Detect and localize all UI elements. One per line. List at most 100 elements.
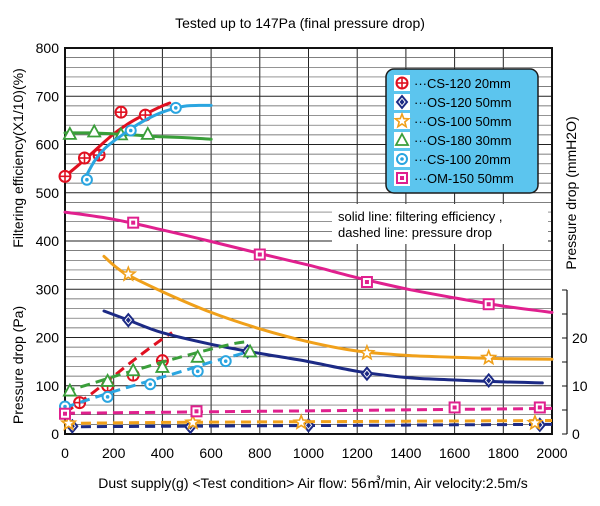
legend-label: ···CS-120 20mm (414, 76, 511, 91)
marker-dot (85, 177, 89, 182)
marker-triangle (62, 126, 78, 140)
series-os-180-30mm (62, 123, 258, 397)
efficiency-point-os-180-30mm (140, 126, 156, 140)
right-axis (562, 289, 568, 435)
pressure-point-os-180-30mm (242, 343, 258, 358)
pressure-point-cs-100-20mm (191, 365, 204, 378)
pressure-point-os-180-30mm (100, 373, 116, 387)
marker-square-inner (63, 411, 67, 416)
marker-diamond-inner (399, 99, 405, 105)
efficiency-point-om-150-50mm (127, 216, 140, 229)
legend-item-os-120-50mm: ···OS-120 50mm (394, 94, 512, 110)
pressure-line-cs-100-20mm (64, 350, 248, 409)
marker-star (358, 343, 376, 361)
legend-item-cs-100-20mm: ···CS-100 20mm (394, 151, 511, 167)
marker-dot (63, 404, 67, 409)
pressure-point-os-100-50mm (59, 414, 78, 431)
pressure-point-os-180-30mm (154, 359, 170, 373)
y-tick-label: 500 (36, 185, 60, 201)
marker-square-inner (131, 220, 136, 225)
legend-marker-os-180-30mm (394, 132, 410, 146)
marker-dot (148, 382, 153, 387)
pressure-point-cs-120-20mm (73, 396, 87, 410)
legend-box (385, 68, 539, 194)
legend-label: ···OS-100 50mm (414, 114, 512, 129)
pressure-point-om-150-50mm (59, 407, 71, 420)
legend: ···CS-120 20mm ···OS-120 50mm ···OS-100 50… (385, 68, 539, 194)
y-axis-label-bottom: Pressure drop (Pa) (10, 306, 26, 424)
marker-dot (105, 395, 110, 399)
legend-label: ···OM-150 50mm (414, 171, 514, 186)
pressure-line-om-150-50mm (64, 406, 553, 415)
efficiency-point-os-100-50mm (479, 348, 498, 366)
legend-marker-cs-120-20mm (395, 76, 409, 90)
y-axis-label-top: Filtering efficiency(X1/10)(%) (10, 68, 26, 247)
pressure-point-os-180-30mm (190, 348, 206, 363)
efficiency-line-om-150-50mm (63, 210, 554, 314)
series-cs-100-20mm (59, 101, 248, 413)
marker-triangle (154, 359, 170, 373)
pressure-point-os-180-30mm (62, 382, 78, 397)
x-axis-label: Dust supply(g) <Test condition> Air flow… (98, 475, 528, 491)
marker-square-inner (194, 409, 199, 414)
legend-label: ···OS-180 30mm (414, 133, 512, 148)
pressure-point-cs-100-20mm (219, 355, 232, 368)
legend-marker-os-100-50mm (393, 111, 411, 129)
y-tick-label: 300 (36, 281, 60, 297)
series-os-100-50mm (59, 254, 554, 431)
series-om-150-50mm (59, 210, 554, 420)
marker-triangle (86, 123, 102, 138)
legend-marker-cs-100-20mm (396, 153, 408, 165)
plot-frame (64, 47, 553, 435)
legend-item-om-150-50mm: ···OM-150 50mm (394, 170, 514, 186)
note-box: solid line: filtering efficiency , dashe… (332, 204, 548, 244)
pressure-line-os-100-50mm (64, 419, 553, 425)
x-tick-label: 200 (102, 445, 126, 461)
efficiency-point-cs-100-20mm (124, 124, 137, 137)
pressure-point-os-100-50mm (292, 413, 310, 430)
tick-labels: 0 200 400 600 800 1000 1200 1400 1600 1800 2000010… (36, 40, 588, 461)
marker-dot (400, 157, 404, 161)
note-line-2: dashed line: pressure drop (338, 225, 492, 240)
marker-diamond-inner (306, 422, 311, 429)
efficiency-point-cs-120-20mm (114, 105, 128, 119)
efficiency-point-cs-120-20mm (58, 169, 72, 183)
y-tick-label: 800 (36, 40, 60, 56)
marker-star (292, 413, 310, 430)
plot-border (64, 47, 553, 435)
x-tick-label: 1200 (342, 445, 373, 461)
y-tick-label: 400 (36, 233, 60, 249)
legend-label: ···CS-100 20mm (414, 152, 511, 167)
x-tick-label: 1000 (293, 445, 324, 461)
pressure-point-om-150-50mm (190, 405, 203, 418)
marker-diamond-inner (364, 370, 370, 377)
efficiency-point-cs-100-20mm (80, 173, 93, 186)
efficiency-point-om-150-50mm (482, 298, 495, 311)
marker-square-inner (257, 252, 262, 257)
marker-diamond-inner (125, 317, 131, 324)
marker-triangle (394, 132, 410, 146)
x-tick-label: 1400 (390, 445, 421, 461)
pressure-point-os-180-30mm (125, 362, 141, 377)
right-tick-label: 20 (572, 330, 588, 346)
marker-triangle (140, 126, 156, 140)
marker-triangle (242, 343, 258, 358)
pressure-point-om-150-50mm (533, 401, 546, 414)
efficiency-line-os-120-50mm (102, 309, 544, 385)
chart-title: Tested up to 147Pa (final pressure drop) (175, 15, 425, 31)
efficiency-point-os-100-50mm (119, 265, 138, 282)
x-tick-label: 400 (151, 445, 175, 461)
legend-marker-om-150-50mm (396, 172, 408, 184)
marker-triangle (62, 382, 78, 397)
marker-star (479, 348, 498, 366)
note-line-1: solid line: filtering efficiency , (338, 209, 503, 224)
y-tick-label: 600 (36, 137, 60, 153)
marker-dot (195, 369, 200, 374)
legend-item-os-180-30mm: ···OS-180 30mm (394, 132, 512, 148)
y-axis-label-right: Pressure drop (mmH2O) (563, 116, 579, 269)
legend-item-cs-120-20mm: ···CS-120 20mm (394, 75, 511, 91)
efficiency-point-cs-120-20mm (77, 151, 91, 165)
pressure-point-os-100-50mm (526, 413, 544, 431)
pressure-point-os-100-50mm (184, 413, 202, 430)
